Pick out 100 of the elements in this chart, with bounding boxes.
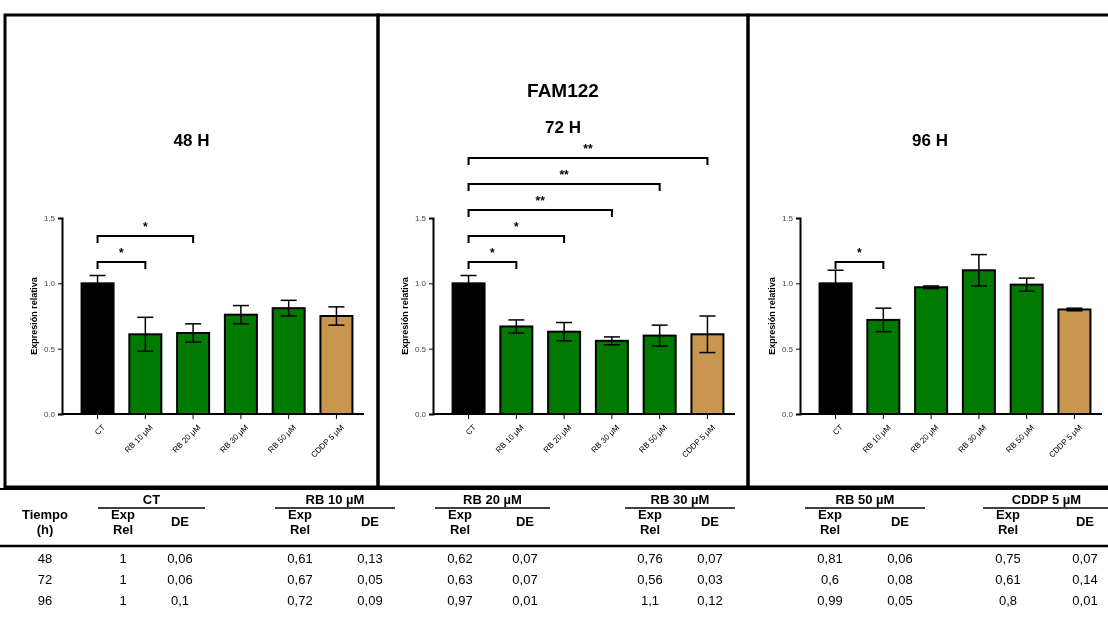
category-label: RB 10 µM	[305, 492, 365, 507]
category-label: 96	[37, 593, 53, 608]
text: Exp Rel	[996, 506, 1020, 537]
y-tick-label: 0.5	[43, 344, 56, 354]
text: 0,61	[995, 572, 1021, 587]
category-label: RB 30 µM	[650, 492, 710, 507]
x-tick-label: CT	[830, 422, 845, 437]
annotation: *	[857, 246, 863, 260]
x-tick-label: RB 50 μM	[1004, 422, 1037, 455]
text: DE	[700, 514, 720, 529]
y-tick-label: 1.0	[43, 279, 56, 289]
y-axis-title: Expresión relativa	[767, 276, 777, 355]
y-tick-label: 0.0	[43, 410, 56, 420]
x-tick-label: CT	[463, 422, 478, 437]
chart-title: 48 H	[173, 131, 210, 150]
text: 0,1	[170, 593, 190, 608]
annotation: *	[143, 220, 148, 234]
annotation: *	[514, 220, 519, 234]
text: 0,08	[887, 572, 913, 587]
y-tick-label: 1.5	[414, 214, 427, 224]
text: 0,72	[287, 593, 313, 608]
y-axis-title: Expresión relativa	[29, 276, 39, 355]
x-tick-label: RB 30 μM	[218, 422, 251, 455]
x-tick-label: RB 10 μM	[494, 422, 526, 455]
text: 0,81	[817, 551, 843, 566]
text: **	[535, 194, 546, 208]
text: DE	[890, 514, 910, 529]
text: 1	[119, 551, 127, 566]
text: 0,06	[167, 572, 193, 587]
y-tick-label: 1.0	[781, 279, 794, 289]
annotation: *	[119, 246, 125, 260]
text: **	[583, 142, 593, 156]
text: 0,01	[1072, 593, 1098, 608]
text: DE	[1075, 514, 1095, 529]
text: DE	[360, 514, 380, 529]
text: 0,07	[512, 572, 538, 587]
text: Exp Rel	[818, 506, 842, 537]
text: DE	[170, 514, 190, 529]
text: 0,8	[998, 593, 1018, 608]
x-tick-label: RB 10 μM	[861, 422, 893, 455]
category-label: RB 20 µM	[463, 492, 522, 507]
y-axis-title: Expresión relativa	[400, 276, 410, 355]
text: 0,13	[357, 551, 383, 566]
y-tick-label: 0.5	[781, 344, 794, 354]
x-tick-label: RB 10 μM	[123, 422, 155, 455]
text: 0,12	[697, 593, 723, 608]
text: 0,99	[817, 593, 843, 608]
text: 0,6	[820, 572, 840, 587]
text: 0,05	[887, 593, 913, 608]
y-tick-label: 1.5	[43, 214, 56, 224]
text: 0,75	[995, 551, 1021, 566]
x-tick-label: RB 50 μM	[637, 422, 670, 455]
category-label: CDDP 5 µM	[1011, 492, 1082, 507]
x-tick-label: CT	[92, 422, 107, 437]
x-tick-label: RB 50 μM	[266, 422, 299, 455]
y-tick-label: 0.0	[781, 410, 794, 420]
text: Tiempo (h)	[22, 506, 69, 537]
text: 1,1	[640, 593, 660, 608]
text: 0,03	[697, 572, 723, 587]
annotation: *	[490, 246, 496, 260]
x-tick-label: RB 20 μM	[170, 422, 203, 455]
text: 0,63	[447, 572, 473, 587]
text: 0,07	[512, 551, 538, 566]
y-tick-label: 0.0	[414, 410, 427, 420]
text: 1	[119, 593, 127, 608]
x-tick-label: RB 30 μM	[589, 422, 622, 455]
text: 0,76	[637, 551, 663, 566]
text: 0,14	[1072, 572, 1098, 587]
chart-title: FAM122	[527, 80, 599, 101]
y-tick-label: 1.5	[781, 214, 794, 224]
text: Exp Rel	[448, 506, 472, 537]
text: 1	[119, 572, 127, 587]
text: 0,06	[887, 551, 913, 566]
text: 0,97	[447, 593, 473, 608]
text: Exp Rel	[288, 506, 312, 537]
text: Exp Rel	[638, 506, 662, 537]
text: **	[559, 168, 570, 182]
category-label: 48	[37, 551, 53, 566]
text: 0,61	[287, 551, 313, 566]
text: 0,62	[447, 551, 473, 566]
category-label: CT	[142, 492, 161, 507]
text: 0,07	[697, 551, 723, 566]
text: 0,67	[287, 572, 313, 587]
text: 0,01	[512, 593, 538, 608]
y-tick-label: 1.0	[414, 279, 427, 289]
x-tick-label: RB 20 μM	[908, 422, 941, 455]
text: DE	[515, 514, 535, 529]
text: 0,09	[357, 593, 383, 608]
category-label: RB 50 µM	[835, 492, 895, 507]
chart-title: 96 H	[912, 131, 948, 150]
text: Exp Rel	[111, 506, 135, 537]
x-tick-label: RB 20 μM	[541, 422, 574, 455]
text: 0,06	[167, 551, 193, 566]
category-label: 72	[37, 572, 53, 587]
text: 0,07	[1072, 551, 1098, 566]
text: 0,56	[637, 572, 663, 587]
text: 0,05	[357, 572, 383, 587]
chart-subtitle: 72 H	[545, 118, 581, 137]
y-tick-label: 0.5	[414, 344, 427, 354]
x-tick-label: RB 30 μM	[956, 422, 989, 455]
